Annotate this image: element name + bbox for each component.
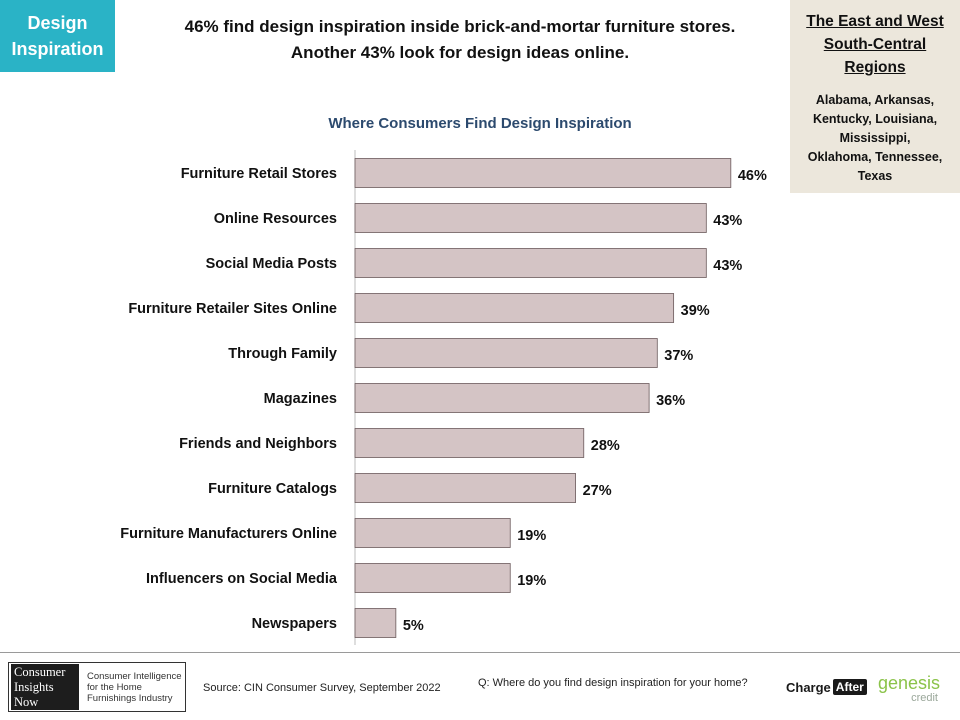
bar: [354, 428, 585, 458]
data-label: 19%: [517, 573, 546, 589]
bar: [354, 473, 576, 503]
survey-question: Q: Where do you find design inspiration …: [478, 677, 748, 689]
region-title-line: Regions: [844, 59, 906, 76]
category-label: Furniture Retailer Sites Online: [128, 301, 337, 317]
section-tag-line2: Inspiration: [11, 39, 104, 59]
category-label: Magazines: [264, 391, 337, 407]
genesis-word2: credit: [911, 692, 938, 704]
region-title: The East and West South-Central Regions: [790, 10, 960, 79]
data-label: 28%: [591, 438, 620, 454]
data-label: 19%: [517, 528, 546, 544]
bar: [354, 158, 732, 188]
region-box: The East and West South-Central Regions …: [790, 0, 960, 193]
headline-line1: 46% find design inspiration inside brick…: [184, 17, 736, 36]
genesis-logo: genesis credit: [874, 674, 940, 704]
region-title-line: The East and West: [806, 13, 944, 30]
chargeafter-word2: After: [832, 679, 867, 695]
source-note: Source: CIN Consumer Survey, September 2…: [203, 682, 441, 694]
region-states-line: Mississippi,: [839, 131, 911, 145]
cin-logo-text: Consumer Intelligence for the Home Furni…: [87, 671, 182, 704]
cin-logo-mark-line: Insights: [14, 680, 54, 694]
cin-logo-text-line: for the Home: [87, 681, 142, 693]
category-label: Through Family: [228, 346, 337, 362]
section-tag-line1: Design: [27, 13, 88, 33]
bar: [354, 293, 675, 323]
bar: [354, 608, 397, 638]
bar: [354, 563, 511, 593]
category-label: Furniture Manufacturers Online: [120, 526, 337, 542]
chargeafter-logo: Charge After: [786, 679, 867, 695]
chart-title: Where Consumers Find Design Inspiration: [328, 115, 632, 132]
headline-line2: Another 43% look for design ideas online…: [290, 43, 630, 62]
region-states-line: Texas: [857, 169, 893, 183]
region-states-line: Oklahoma, Tennessee,: [807, 150, 943, 164]
category-label: Influencers on Social Media: [146, 571, 338, 587]
headline: 46% find design inspiration inside brick…: [130, 14, 790, 66]
data-label: 43%: [713, 258, 742, 274]
category-label: Online Resources: [214, 211, 337, 227]
bar: [354, 338, 658, 368]
category-label: Furniture Catalogs: [208, 481, 337, 497]
bar: [354, 248, 707, 278]
category-label: Newspapers: [252, 616, 337, 632]
bar: [354, 383, 650, 413]
data-label: 5%: [403, 618, 424, 634]
data-label: 37%: [664, 348, 693, 364]
region-states-line: Kentucky, Louisiana,: [812, 112, 938, 126]
category-label: Furniture Retail Stores: [181, 166, 337, 182]
region-states: Alabama, Arkansas, Kentucky, Louisiana, …: [790, 91, 960, 186]
bar: [354, 518, 511, 548]
data-label: 43%: [713, 213, 742, 229]
data-label: 39%: [681, 303, 710, 319]
region-states-line: Alabama, Arkansas,: [815, 93, 935, 107]
bar-chart: Furniture Retail Stores 46% Online Resourc…: [120, 150, 767, 645]
cin-logo-text-line: Consumer Intelligence: [87, 670, 182, 682]
data-label: 46%: [738, 168, 767, 184]
bar: [354, 203, 707, 233]
cin-logo: Consumer Insights Now Consumer Intellige…: [8, 662, 186, 712]
section-tag: Design Inspiration: [0, 0, 115, 72]
data-label: 27%: [583, 483, 612, 499]
data-label: 36%: [656, 393, 685, 409]
cin-logo-text-line: Furnishings Industry: [87, 692, 173, 704]
cin-logo-mark: Consumer Insights Now: [11, 664, 79, 710]
footer-divider: [0, 652, 960, 653]
cin-logo-mark-line: Consumer: [14, 665, 66, 679]
category-label: Social Media Posts: [206, 256, 337, 272]
region-title-line: South-Central: [823, 36, 927, 53]
cin-logo-mark-line: Now: [14, 695, 39, 709]
chargeafter-word1: Charge: [786, 679, 831, 695]
genesis-word1: genesis: [877, 673, 940, 693]
category-label: Friends and Neighbors: [179, 436, 337, 452]
